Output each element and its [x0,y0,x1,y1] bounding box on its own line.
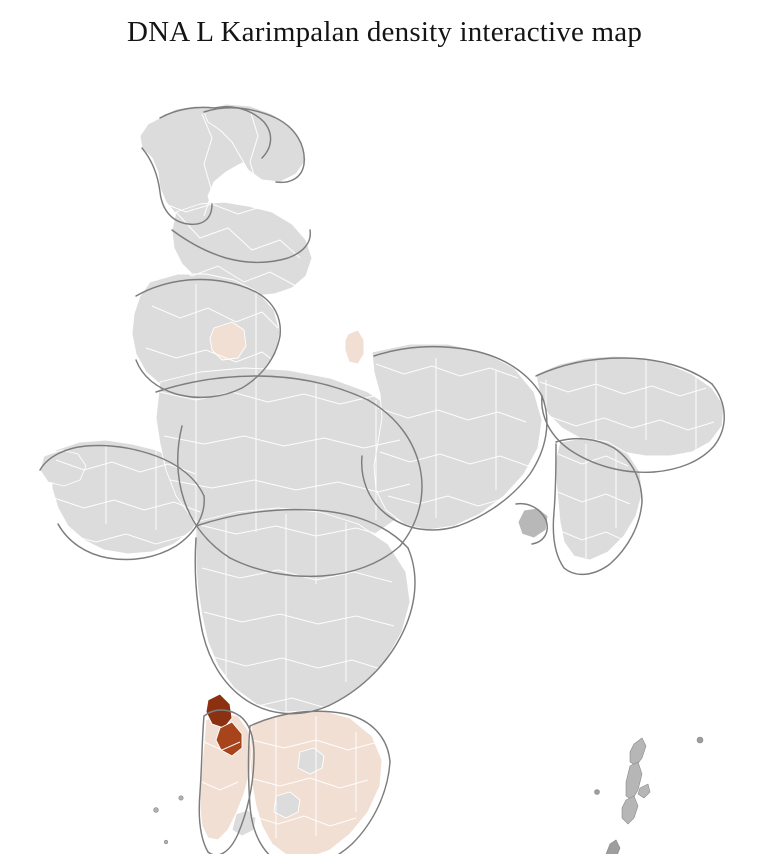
district-border-mesh [53,109,715,838]
india-choropleth-map[interactable] [0,52,769,854]
region-ladakh[interactable] [203,103,307,183]
lakshadweep-islands[interactable] [153,795,184,845]
map-choropleth-layer[interactable] [14,95,730,854]
region-east[interactable] [371,343,543,531]
region-tn-nodata-2[interactable] [273,791,301,819]
region-north-plains[interactable] [171,201,313,297]
district-north-up-low[interactable] [344,329,365,365]
map-canvas[interactable] [0,52,769,854]
district-kozhikode-high[interactable] [215,721,243,757]
region-northeast[interactable] [535,355,725,457]
region-sundarbans[interactable] [517,507,549,539]
district-north-rajasthan-low[interactable] [209,321,247,361]
page-title: DNA L Karimpalan density interactive map [126,16,643,48]
region-tn-nodata-1[interactable] [297,747,325,775]
region-northeast-south[interactable] [555,437,643,561]
state-boundaries [39,106,725,854]
region-kutch-arm[interactable] [39,449,87,487]
andaman-nicobar-islands[interactable] [594,736,704,854]
